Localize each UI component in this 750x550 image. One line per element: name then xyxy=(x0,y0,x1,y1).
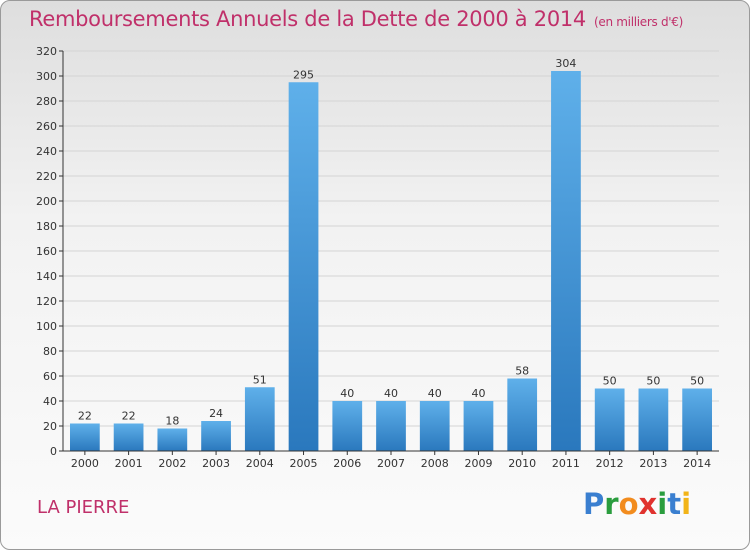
y-tick-label: 40 xyxy=(43,395,57,408)
proxiti-logo[interactable]: Proxiti xyxy=(583,487,691,521)
commune-name: LA PIERRE xyxy=(37,497,130,518)
y-tick-label: 240 xyxy=(36,145,57,158)
y-tick-label: 20 xyxy=(43,420,57,433)
x-tick-label: 2001 xyxy=(115,457,143,470)
bar-value-label: 51 xyxy=(253,373,267,386)
bar-2009 xyxy=(463,401,494,451)
bar-value-label: 50 xyxy=(690,375,704,388)
bar-2002 xyxy=(157,428,188,451)
bar-2010 xyxy=(507,378,538,451)
y-tick-label: 200 xyxy=(36,195,57,208)
x-tick-label: 2009 xyxy=(464,457,492,470)
x-tick-label: 2005 xyxy=(290,457,318,470)
y-tick-label: 260 xyxy=(36,120,57,133)
bar-value-label: 295 xyxy=(293,68,314,81)
y-tick-label: 180 xyxy=(36,220,57,233)
bar-2013 xyxy=(638,388,669,451)
x-tick-label: 2003 xyxy=(202,457,230,470)
bar-2011 xyxy=(551,71,581,451)
x-tick-label: 2013 xyxy=(639,457,667,470)
logo-letter: P xyxy=(583,487,605,521)
chart-title: Remboursements Annuels de la Dette de 20… xyxy=(29,7,683,31)
y-tick-label: 320 xyxy=(36,45,57,58)
y-tick-label: 220 xyxy=(36,170,57,183)
bar-value-label: 40 xyxy=(340,387,354,400)
x-tick-label: 2002 xyxy=(158,457,186,470)
logo-letter: x xyxy=(638,487,658,521)
x-tick-label: 2010 xyxy=(508,457,536,470)
bar-2006 xyxy=(332,401,363,451)
bar-value-label: 50 xyxy=(646,375,660,388)
logo-letter: i xyxy=(681,487,692,521)
x-tick-label: 2008 xyxy=(421,457,449,470)
logo-letter: t xyxy=(667,487,682,521)
y-tick-label: 120 xyxy=(36,295,57,308)
x-tick-label: 2004 xyxy=(246,457,274,470)
bar-value-label: 40 xyxy=(471,387,485,400)
grid-lines xyxy=(63,50,719,427)
bar-2000 xyxy=(69,423,100,451)
y-tick-label: 0 xyxy=(50,445,57,458)
x-tick-label: 2011 xyxy=(552,457,580,470)
x-tick-label: 2014 xyxy=(683,457,711,470)
bars: 22 22 18 24 51 295 40 40 40 40 58 304 50 50 50 xyxy=(69,57,713,451)
bar-2003 xyxy=(201,421,231,451)
logo-letter: i xyxy=(657,487,668,521)
y-tick-label: 80 xyxy=(43,345,57,358)
y-tick-label: 140 xyxy=(36,270,57,283)
bar-2007 xyxy=(376,401,406,451)
bar-value-label: 40 xyxy=(428,387,442,400)
bar-2012 xyxy=(594,388,625,451)
bar-2001 xyxy=(113,423,144,451)
chart-title-text: Remboursements Annuels de la Dette de 20… xyxy=(29,7,586,31)
y-tick-label: 280 xyxy=(36,95,57,108)
chart-subtitle: (en milliers d'€) xyxy=(594,15,684,29)
y-tick-label: 160 xyxy=(36,245,57,258)
bar-value-label: 58 xyxy=(515,365,529,378)
bar-2004 xyxy=(244,387,275,451)
x-tick-label: 2006 xyxy=(333,457,361,470)
logo-letter: o xyxy=(618,487,639,521)
y-tick-label: 60 xyxy=(43,370,57,383)
x-tick-label: 2007 xyxy=(377,457,405,470)
bar-value-label: 22 xyxy=(78,410,92,423)
bar-2014 xyxy=(682,388,713,451)
bar-value-label: 304 xyxy=(555,57,576,70)
bar-value-label: 18 xyxy=(165,415,179,428)
y-tick-label: 300 xyxy=(36,70,57,83)
bar-value-label: 40 xyxy=(384,387,398,400)
y-tick-label: 100 xyxy=(36,320,57,333)
bar-value-label: 22 xyxy=(122,410,136,423)
bar-2008 xyxy=(419,401,450,451)
bar-value-label: 50 xyxy=(603,375,617,388)
x-tick-label: 2000 xyxy=(71,457,99,470)
x-tick-label: 2012 xyxy=(596,457,624,470)
logo-letter: r xyxy=(604,487,619,521)
bar-2005 xyxy=(288,82,319,451)
bar-value-label: 24 xyxy=(209,407,223,420)
axes: 0 20 40 60 80 100 120 140 160 180 200 220 240 260 280 3… xyxy=(36,45,719,470)
